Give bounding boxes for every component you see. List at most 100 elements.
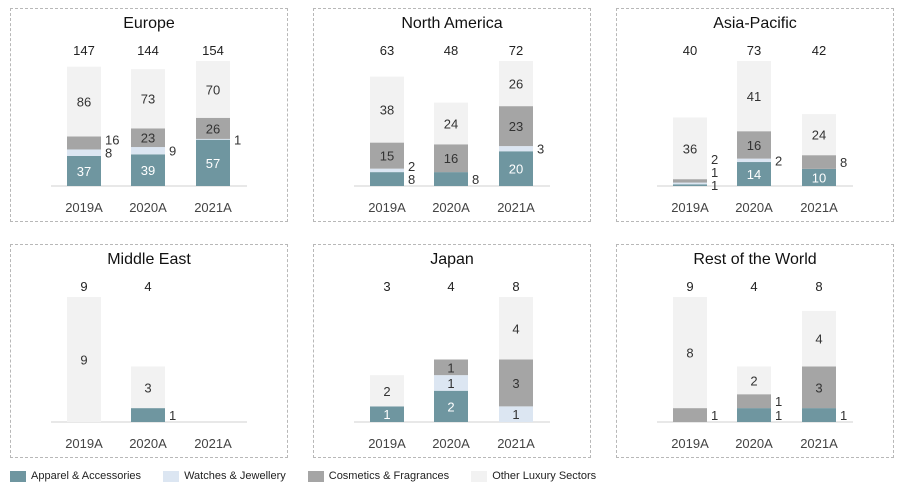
bar-segment <box>370 375 404 407</box>
total-label: 73 <box>747 43 761 58</box>
tick-label: 2019A <box>671 436 709 451</box>
data-label: 70 <box>206 82 220 97</box>
tick-label: 2021A <box>800 200 838 215</box>
legend: Apparel & Accessories Watches & Jewellery… <box>10 470 618 482</box>
tick-label: 2021A <box>800 436 838 451</box>
total-label: 72 <box>509 43 523 58</box>
data-label: 37 <box>77 164 91 179</box>
panel-japan: Japan 1 2 3 2019A 2 1 1 4 2020A 1 3 4 8 2021A <box>313 244 591 458</box>
data-label: 3 <box>144 380 151 395</box>
panel-middle-east: Middle East 9 9 2019A 1 3 4 2020A 2021A <box>10 244 288 458</box>
data-label: 8 <box>472 172 479 187</box>
bar-segment <box>196 139 230 186</box>
data-label: 2 <box>383 384 390 399</box>
panel-title: Middle East <box>107 251 191 268</box>
data-label: 73 <box>141 92 155 107</box>
legend-label: Watches & Jewellery <box>184 470 286 482</box>
tick-label: 2020A <box>129 436 167 451</box>
tick-label: 2019A <box>368 436 406 451</box>
data-label: 1 <box>711 165 718 180</box>
total-label: 8 <box>512 279 519 294</box>
bar-segment <box>673 179 707 183</box>
bar-segment <box>499 359 533 407</box>
data-label: 86 <box>77 95 91 110</box>
bar-segment <box>434 102 468 145</box>
legend-item: Watches & Jewellery <box>163 470 286 482</box>
data-label: 3 <box>512 376 519 391</box>
bar-segment <box>67 297 101 422</box>
bar-segment <box>131 128 165 148</box>
total-label: 4 <box>144 279 151 294</box>
panel-europe: Europe 37 8 16 86 147 2019A 39 9 23 73 144 2020A 57 1 2… <box>10 8 288 222</box>
bar-segment <box>131 408 165 422</box>
total-label: 8 <box>815 279 822 294</box>
bar-segment <box>196 117 230 139</box>
tick-label: 2019A <box>65 436 103 451</box>
bar-segment <box>67 149 101 156</box>
data-label: 10 <box>812 170 826 185</box>
total-label: 4 <box>750 279 757 294</box>
data-label: 36 <box>683 141 697 156</box>
data-label: 1 <box>447 360 454 375</box>
bar-segment <box>434 375 468 391</box>
bar-segment <box>673 297 707 409</box>
tick-label: 2020A <box>432 436 470 451</box>
data-label: 1 <box>234 132 241 147</box>
bar-segment <box>673 117 707 180</box>
legend-label: Cosmetics & Fragrances <box>328 470 450 482</box>
bar-segment <box>737 162 771 186</box>
data-label: 2 <box>408 159 415 174</box>
bar-segment <box>499 146 533 152</box>
data-label: 8 <box>840 155 847 170</box>
panel-asia-pacific: Asia-Pacific 1 1 2 36 40 2019A 14 2 16 41 73 2020A 10… <box>616 8 894 222</box>
tick-label: 2020A <box>735 200 773 215</box>
data-label: 1 <box>711 178 718 193</box>
tick-label: 2019A <box>368 200 406 215</box>
total-label: 4 <box>447 279 454 294</box>
legend-swatch <box>307 470 324 482</box>
bar-segment <box>737 61 771 132</box>
data-label: 1 <box>169 408 176 423</box>
bar-segment <box>499 106 533 147</box>
bar-segment <box>802 155 836 169</box>
data-label: 1 <box>383 407 390 422</box>
bar-segment <box>370 406 404 422</box>
tick-label: 2020A <box>735 436 773 451</box>
data-label: 1 <box>711 408 718 423</box>
legend-swatch <box>471 470 488 482</box>
data-label: 2 <box>711 152 718 167</box>
data-label: 2 <box>447 399 454 414</box>
bar-segment <box>737 131 771 159</box>
data-label: 8 <box>408 172 415 187</box>
total-label: 144 <box>137 43 159 58</box>
tick-label: 2021A <box>194 436 232 451</box>
total-label: 9 <box>686 279 693 294</box>
tick-label: 2020A <box>432 200 470 215</box>
data-label: 23 <box>141 131 155 146</box>
data-label: 15 <box>380 149 394 164</box>
data-label: 24 <box>444 117 458 132</box>
bar-segment <box>196 61 230 118</box>
bar-segment <box>737 158 771 163</box>
data-label: 57 <box>206 156 220 171</box>
bar-segment <box>737 366 771 395</box>
bar-segment <box>131 154 165 186</box>
bar-segment <box>434 172 468 186</box>
bar-segment <box>737 394 771 409</box>
total-label: 9 <box>80 279 87 294</box>
data-label: 8 <box>105 146 112 161</box>
tick-label: 2020A <box>129 200 167 215</box>
bar-segment <box>370 76 404 143</box>
bar-segment <box>131 69 165 129</box>
data-label: 1 <box>840 408 847 423</box>
data-label: 1 <box>447 376 454 391</box>
data-label: 38 <box>380 103 394 118</box>
panel-title: North America <box>401 15 503 32</box>
panel-title: Rest of the World <box>693 251 817 268</box>
data-label: 24 <box>812 128 826 143</box>
total-label: 147 <box>73 43 95 58</box>
bar-segment <box>434 144 468 173</box>
bar-segment <box>196 138 230 140</box>
bar-segment <box>67 66 101 137</box>
data-label: 14 <box>747 167 761 182</box>
